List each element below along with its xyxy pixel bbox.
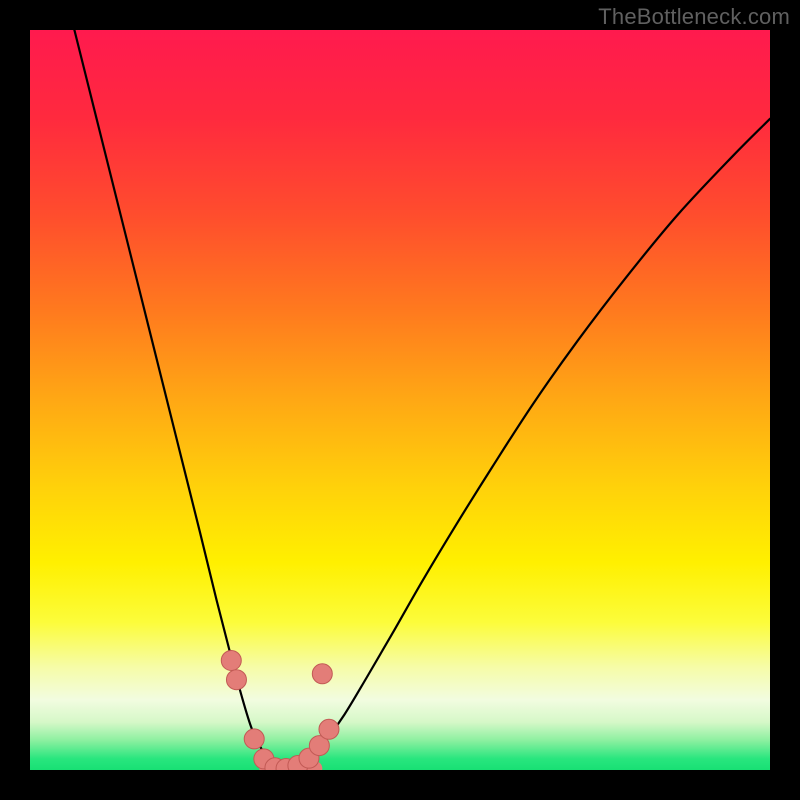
chart-frame: TheBottleneck.com	[0, 0, 800, 800]
watermark-text: TheBottleneck.com	[598, 4, 790, 30]
marker-dot	[221, 650, 241, 670]
plot-area	[30, 30, 770, 770]
marker-dot	[244, 729, 264, 749]
marker-dot	[319, 719, 339, 739]
plot-svg	[30, 30, 770, 770]
marker-dot	[312, 664, 332, 684]
gradient-background	[30, 30, 770, 770]
marker-dot	[226, 670, 246, 690]
